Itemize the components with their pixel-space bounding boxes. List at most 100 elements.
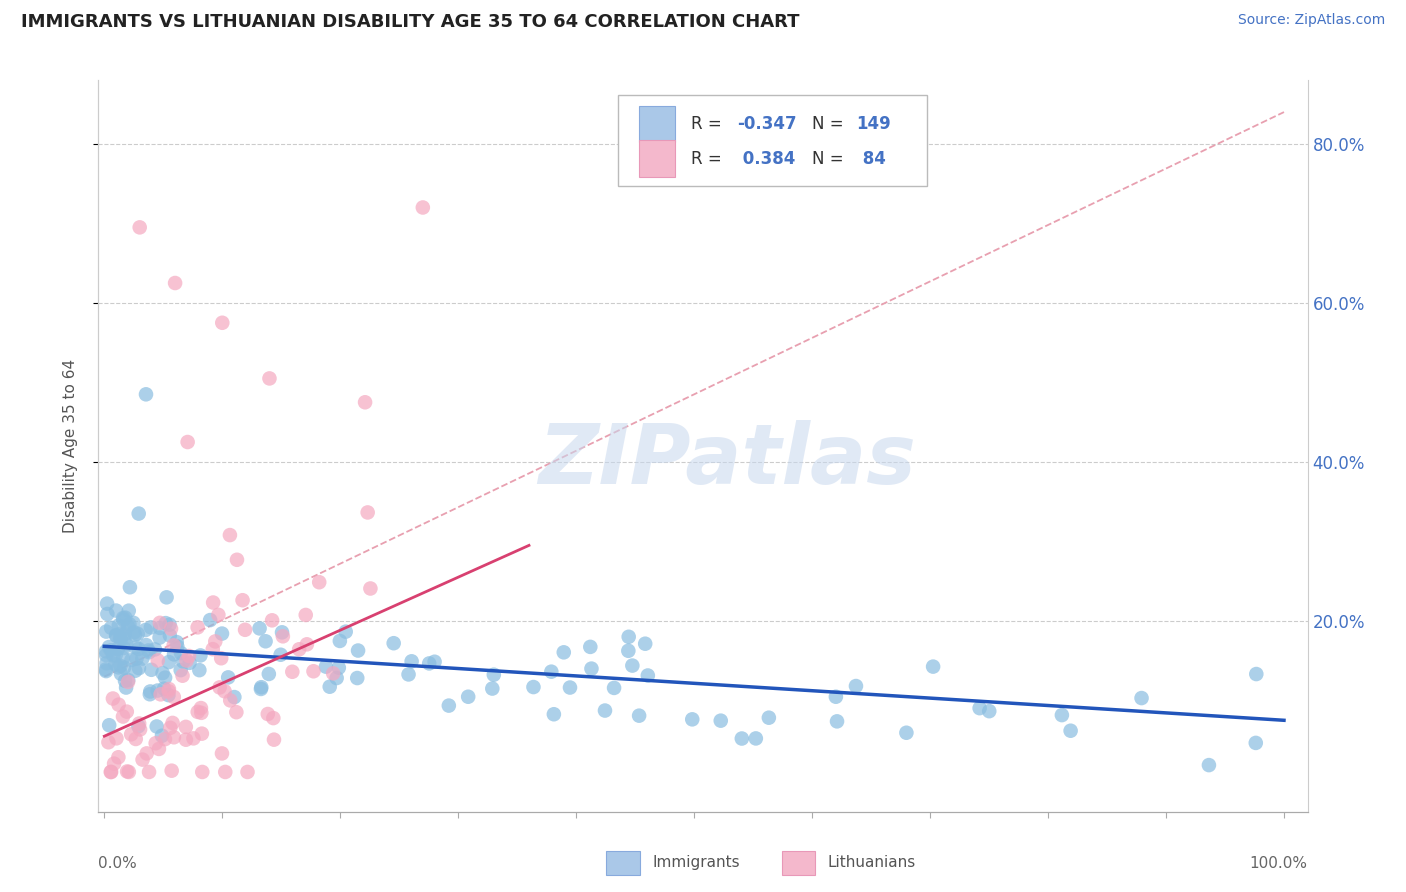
Text: Lithuanians: Lithuanians <box>828 855 915 871</box>
Point <box>302 665 325 679</box>
Point <box>135 623 157 637</box>
Point <box>621 658 644 673</box>
Point <box>114 673 136 688</box>
Point <box>187 705 209 719</box>
Point <box>135 387 157 401</box>
Point <box>100 621 122 635</box>
Point <box>308 575 330 590</box>
Point <box>100 643 122 657</box>
Point <box>107 750 129 764</box>
Point <box>558 681 581 695</box>
Point <box>295 637 318 651</box>
Point <box>198 613 221 627</box>
Point <box>896 725 918 739</box>
Point <box>104 657 127 672</box>
Point <box>825 714 848 729</box>
Point <box>124 640 146 655</box>
Point <box>100 764 122 779</box>
Point <box>94 663 117 677</box>
Point <box>105 628 128 642</box>
Point <box>204 634 226 648</box>
Point <box>354 395 377 409</box>
Point <box>107 698 129 712</box>
Point <box>226 553 249 567</box>
Point <box>328 661 350 675</box>
FancyBboxPatch shape <box>619 95 927 186</box>
Point <box>128 507 150 521</box>
Point <box>329 634 352 648</box>
Point <box>522 680 544 694</box>
Point <box>115 705 138 719</box>
Point <box>145 736 167 750</box>
Point <box>148 631 170 645</box>
Point <box>208 681 231 695</box>
Point <box>103 648 125 663</box>
Point <box>263 732 285 747</box>
Point <box>110 658 132 673</box>
Point <box>150 729 173 743</box>
Point <box>1059 723 1081 738</box>
Point <box>129 723 152 737</box>
Text: 0.0%: 0.0% <box>98 855 138 871</box>
Point <box>98 718 121 732</box>
Text: N =: N = <box>811 115 849 133</box>
Point <box>166 640 188 654</box>
Point <box>281 665 304 679</box>
Point <box>190 706 212 720</box>
Point <box>94 644 117 658</box>
Point <box>107 641 129 656</box>
Point <box>1244 736 1267 750</box>
Point <box>138 643 160 657</box>
Point <box>128 642 150 657</box>
Bar <box>638 140 675 177</box>
Point <box>236 764 259 779</box>
Point <box>398 667 420 681</box>
Text: 149: 149 <box>856 115 891 133</box>
Point <box>138 764 160 779</box>
Point <box>131 753 153 767</box>
Point <box>155 616 177 631</box>
Point <box>153 681 176 696</box>
Point <box>176 654 198 668</box>
Point <box>437 698 460 713</box>
Point <box>128 661 150 675</box>
Text: Source: ZipAtlas.com: Source: ZipAtlas.com <box>1237 13 1385 28</box>
Point <box>681 712 703 726</box>
Point <box>259 371 281 385</box>
Point <box>634 637 657 651</box>
Point <box>101 691 124 706</box>
Point <box>418 657 440 671</box>
Point <box>207 607 229 622</box>
Point <box>128 716 150 731</box>
Point <box>288 642 311 657</box>
Point <box>163 690 186 704</box>
Point <box>131 651 153 665</box>
Point <box>217 670 239 684</box>
Point <box>177 648 200 663</box>
Text: R =: R = <box>690 150 727 168</box>
Point <box>139 620 162 634</box>
Point <box>118 617 141 632</box>
Point <box>211 316 233 330</box>
Point <box>191 764 214 779</box>
Point <box>107 660 129 674</box>
Point <box>256 706 278 721</box>
Point <box>219 528 242 542</box>
Point <box>188 663 211 677</box>
Point <box>335 624 357 639</box>
Point <box>97 735 120 749</box>
Point <box>110 666 132 681</box>
Text: Immigrants: Immigrants <box>652 855 740 871</box>
Point <box>157 655 180 669</box>
Point <box>160 764 183 778</box>
Point <box>209 651 232 665</box>
Point <box>637 668 659 682</box>
Point <box>249 621 271 635</box>
Point <box>138 645 160 659</box>
Text: N =: N = <box>811 150 849 168</box>
Point <box>125 731 148 746</box>
Point <box>543 707 565 722</box>
Point <box>294 607 316 622</box>
Point <box>250 681 273 696</box>
Point <box>122 615 145 630</box>
